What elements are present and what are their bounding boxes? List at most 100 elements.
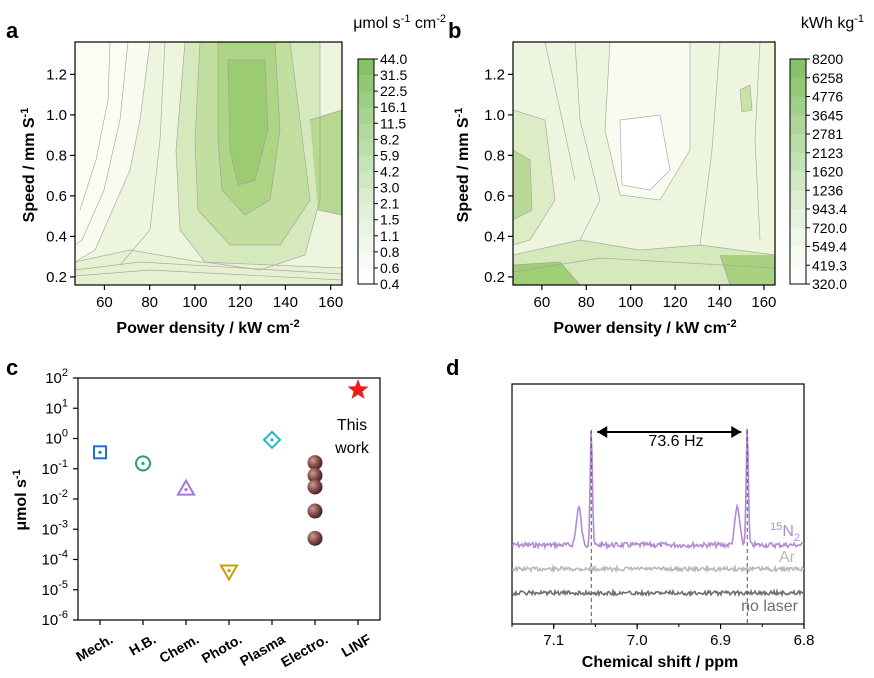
c-y-tick-label: 101 xyxy=(45,397,68,417)
b-colorbar-band xyxy=(790,227,806,247)
b-colorbar-label: 4776 xyxy=(812,89,843,105)
c-y-tick-label: 10-6 xyxy=(42,609,68,629)
c-marker-chem xyxy=(176,478,196,496)
a-colorbar-label: 22.5 xyxy=(380,83,407,99)
a-x-tick-label: 60 xyxy=(96,294,113,311)
a-colorbar-label: 1.5 xyxy=(380,212,400,228)
a-colorbar-band xyxy=(358,187,374,205)
c-y-tick-base: 10 xyxy=(45,370,62,387)
a-colorbar-label: 44.0 xyxy=(380,51,407,67)
b-x-tick-label: 100 xyxy=(618,294,643,311)
a-y-tick-label: 1.2 xyxy=(46,66,67,83)
c-y-tick-label: 102 xyxy=(45,367,68,387)
c-y-tick-exponent: -6 xyxy=(58,609,68,621)
c-x-tick-label: H.B. xyxy=(126,631,158,659)
a-colorbar: 44.031.522.516.111.58.25.94.23.02.11.51.… xyxy=(357,51,407,292)
b-x-tick-label: 80 xyxy=(578,294,595,311)
a-colorbar-label: 1.1 xyxy=(380,228,400,244)
a-colorbar-band xyxy=(358,91,374,108)
c-x-tick-label: Chem. xyxy=(156,631,201,666)
b-colorbar-label: 720.0 xyxy=(812,220,847,236)
c-marker-hb xyxy=(135,455,151,472)
a-colorbar-label: 5.9 xyxy=(380,147,400,163)
d-line-15n2 xyxy=(512,428,804,551)
heatmap-b-field xyxy=(513,42,775,285)
c-y-tick-label: 10-3 xyxy=(42,518,68,538)
c-marker-electro xyxy=(307,479,323,495)
a-colorbar-band xyxy=(358,251,374,269)
c-x-tick-label: Mech. xyxy=(73,631,115,665)
a-colorbar-label: 0.8 xyxy=(380,244,400,260)
d-x-axis-label: Chemical shift / ppm xyxy=(582,654,738,671)
a-x-tick-label: 120 xyxy=(228,294,253,311)
b-x-axis-label: Power density / kW cm-2 xyxy=(553,318,736,337)
c-x-tick-label: Plasma xyxy=(237,631,288,669)
a-colorbar-label: 0.4 xyxy=(380,276,400,292)
d-series-label-no-laser: no laser xyxy=(741,598,799,615)
a-colorbar-label: 0.6 xyxy=(380,260,400,276)
a-x-ticks: 60 80 100 120 140 160 xyxy=(96,285,343,311)
c-marker-electro xyxy=(307,503,323,519)
c-y-tick-exponent: -5 xyxy=(58,579,68,591)
b-colorbar-label: 419.3 xyxy=(812,257,847,273)
d-line-no-laser xyxy=(512,587,804,598)
c-y-tick-base: 10 xyxy=(42,612,59,629)
c-marker-mech xyxy=(93,445,107,460)
a-colorbar-unit: μmol s-1 cm-2 xyxy=(353,13,446,32)
b-colorbar-band xyxy=(790,59,806,79)
b-colorbar-label: 320.0 xyxy=(812,276,847,292)
c-y-tick-base: 10 xyxy=(45,400,62,417)
a-colorbar-band xyxy=(358,59,374,76)
d-x-tick-label: 6.9 xyxy=(710,632,731,649)
c-y-tick-label: 10-1 xyxy=(42,458,68,478)
b-x-tick-label: 120 xyxy=(663,294,688,311)
a-colorbar-label: 4.2 xyxy=(380,164,400,180)
a-y-tick-label: 1.0 xyxy=(46,107,67,124)
panel-a: a xyxy=(6,13,446,337)
b-colorbar-label: 2781 xyxy=(812,126,843,142)
c-marker-electro xyxy=(307,467,323,483)
b-colorbar-band xyxy=(790,152,806,172)
a-x-tick-label: 160 xyxy=(318,294,343,311)
b-colorbar-band xyxy=(790,77,806,97)
b-colorbar-band xyxy=(790,246,806,266)
a-y-tick-label: 0.6 xyxy=(46,188,67,205)
a-colorbar-label: 2.1 xyxy=(380,196,400,212)
a-x-tick-label: 140 xyxy=(273,294,298,311)
a-colorbar-band xyxy=(358,219,374,237)
b-x-tick-label: 140 xyxy=(707,294,732,311)
panel-b: b xyxy=(448,13,864,337)
b-colorbar-band xyxy=(790,115,806,135)
c-marks xyxy=(93,379,369,582)
c-y-axis-label: μmol s-1 xyxy=(11,469,30,530)
b-colorbar: 8200 6258 4776 3645 2781 2123 1620 1236 943.4 720… xyxy=(789,51,847,292)
a-y-ticks: 0.2 0.4 0.6 0.8 1.0 1.2 xyxy=(46,66,75,286)
a-colorbar-label: 11.5 xyxy=(380,115,406,131)
a-colorbar-label: 16.1 xyxy=(380,99,407,115)
b-y-tick-label: 0.8 xyxy=(484,147,505,164)
d-spectra xyxy=(512,428,804,598)
c-marker-linf xyxy=(347,379,369,399)
c-y-tick-exponent: 2 xyxy=(62,367,68,379)
d-series-label-15n2: 15N2 xyxy=(770,521,800,544)
c-annotation-line1: This xyxy=(337,417,367,434)
c-marker-chem-center xyxy=(184,488,188,492)
b-x-ticks: 60 80 100 120 140 160 xyxy=(534,285,776,311)
c-x-tick-label: Electro. xyxy=(278,631,330,671)
a-colorbar-label: 3.0 xyxy=(380,180,400,196)
d-series-label-ar: Ar xyxy=(779,549,796,566)
b-y-tick-label: 0.6 xyxy=(484,188,505,205)
c-y-tick-label: 10-4 xyxy=(42,549,68,569)
b-colorbar-label: 1236 xyxy=(812,182,843,198)
d-x-tick-label: 7.0 xyxy=(627,632,648,649)
c-marker-photo-center xyxy=(227,568,231,573)
a-colorbar-label: 8.2 xyxy=(380,131,400,147)
a-colorbar-band xyxy=(358,171,374,189)
c-x-tick-label: Photo. xyxy=(199,631,245,667)
c-y-tick-exponent: -2 xyxy=(58,488,68,500)
c-annotation-line2: work xyxy=(334,440,370,457)
a-y-axis-label: Speed / mm S-1 xyxy=(19,108,38,223)
a-colorbar-band xyxy=(358,123,374,140)
